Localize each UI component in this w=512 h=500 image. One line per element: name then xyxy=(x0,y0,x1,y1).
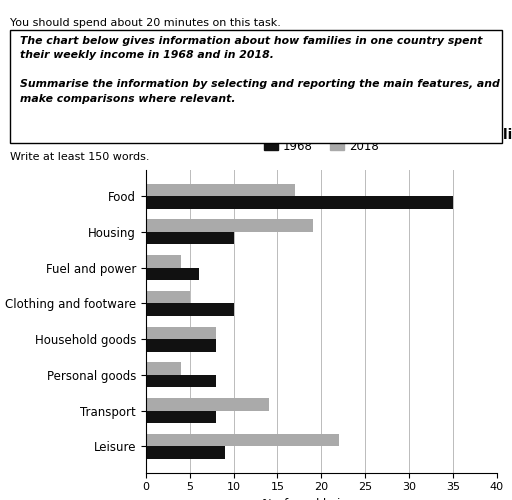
Bar xyxy=(146,410,216,423)
Text: Write at least 150 words.: Write at least 150 words. xyxy=(10,152,150,162)
Bar xyxy=(146,339,216,351)
Bar xyxy=(146,446,225,459)
Text: The chart below gives information about how families in one country spent
their : The chart below gives information about … xyxy=(20,36,500,104)
Bar xyxy=(146,375,216,388)
Bar xyxy=(146,255,181,268)
Bar xyxy=(146,291,190,304)
Legend: 1968, 2018: 1968, 2018 xyxy=(259,135,383,158)
Bar xyxy=(146,362,181,375)
Bar xyxy=(146,184,295,196)
Title: 1968 and 2018: average weekly spending by families: 1968 and 2018: average weekly spending b… xyxy=(113,128,512,142)
Bar xyxy=(146,326,216,339)
Bar xyxy=(146,434,339,446)
Bar xyxy=(146,232,233,244)
Bar xyxy=(146,268,199,280)
Bar xyxy=(146,196,453,209)
Bar xyxy=(146,398,269,410)
Bar xyxy=(146,304,233,316)
Bar xyxy=(146,220,312,232)
Text: You should spend about 20 minutes on this task.: You should spend about 20 minutes on thi… xyxy=(10,18,281,28)
X-axis label: % of weekly income: % of weekly income xyxy=(262,498,380,500)
